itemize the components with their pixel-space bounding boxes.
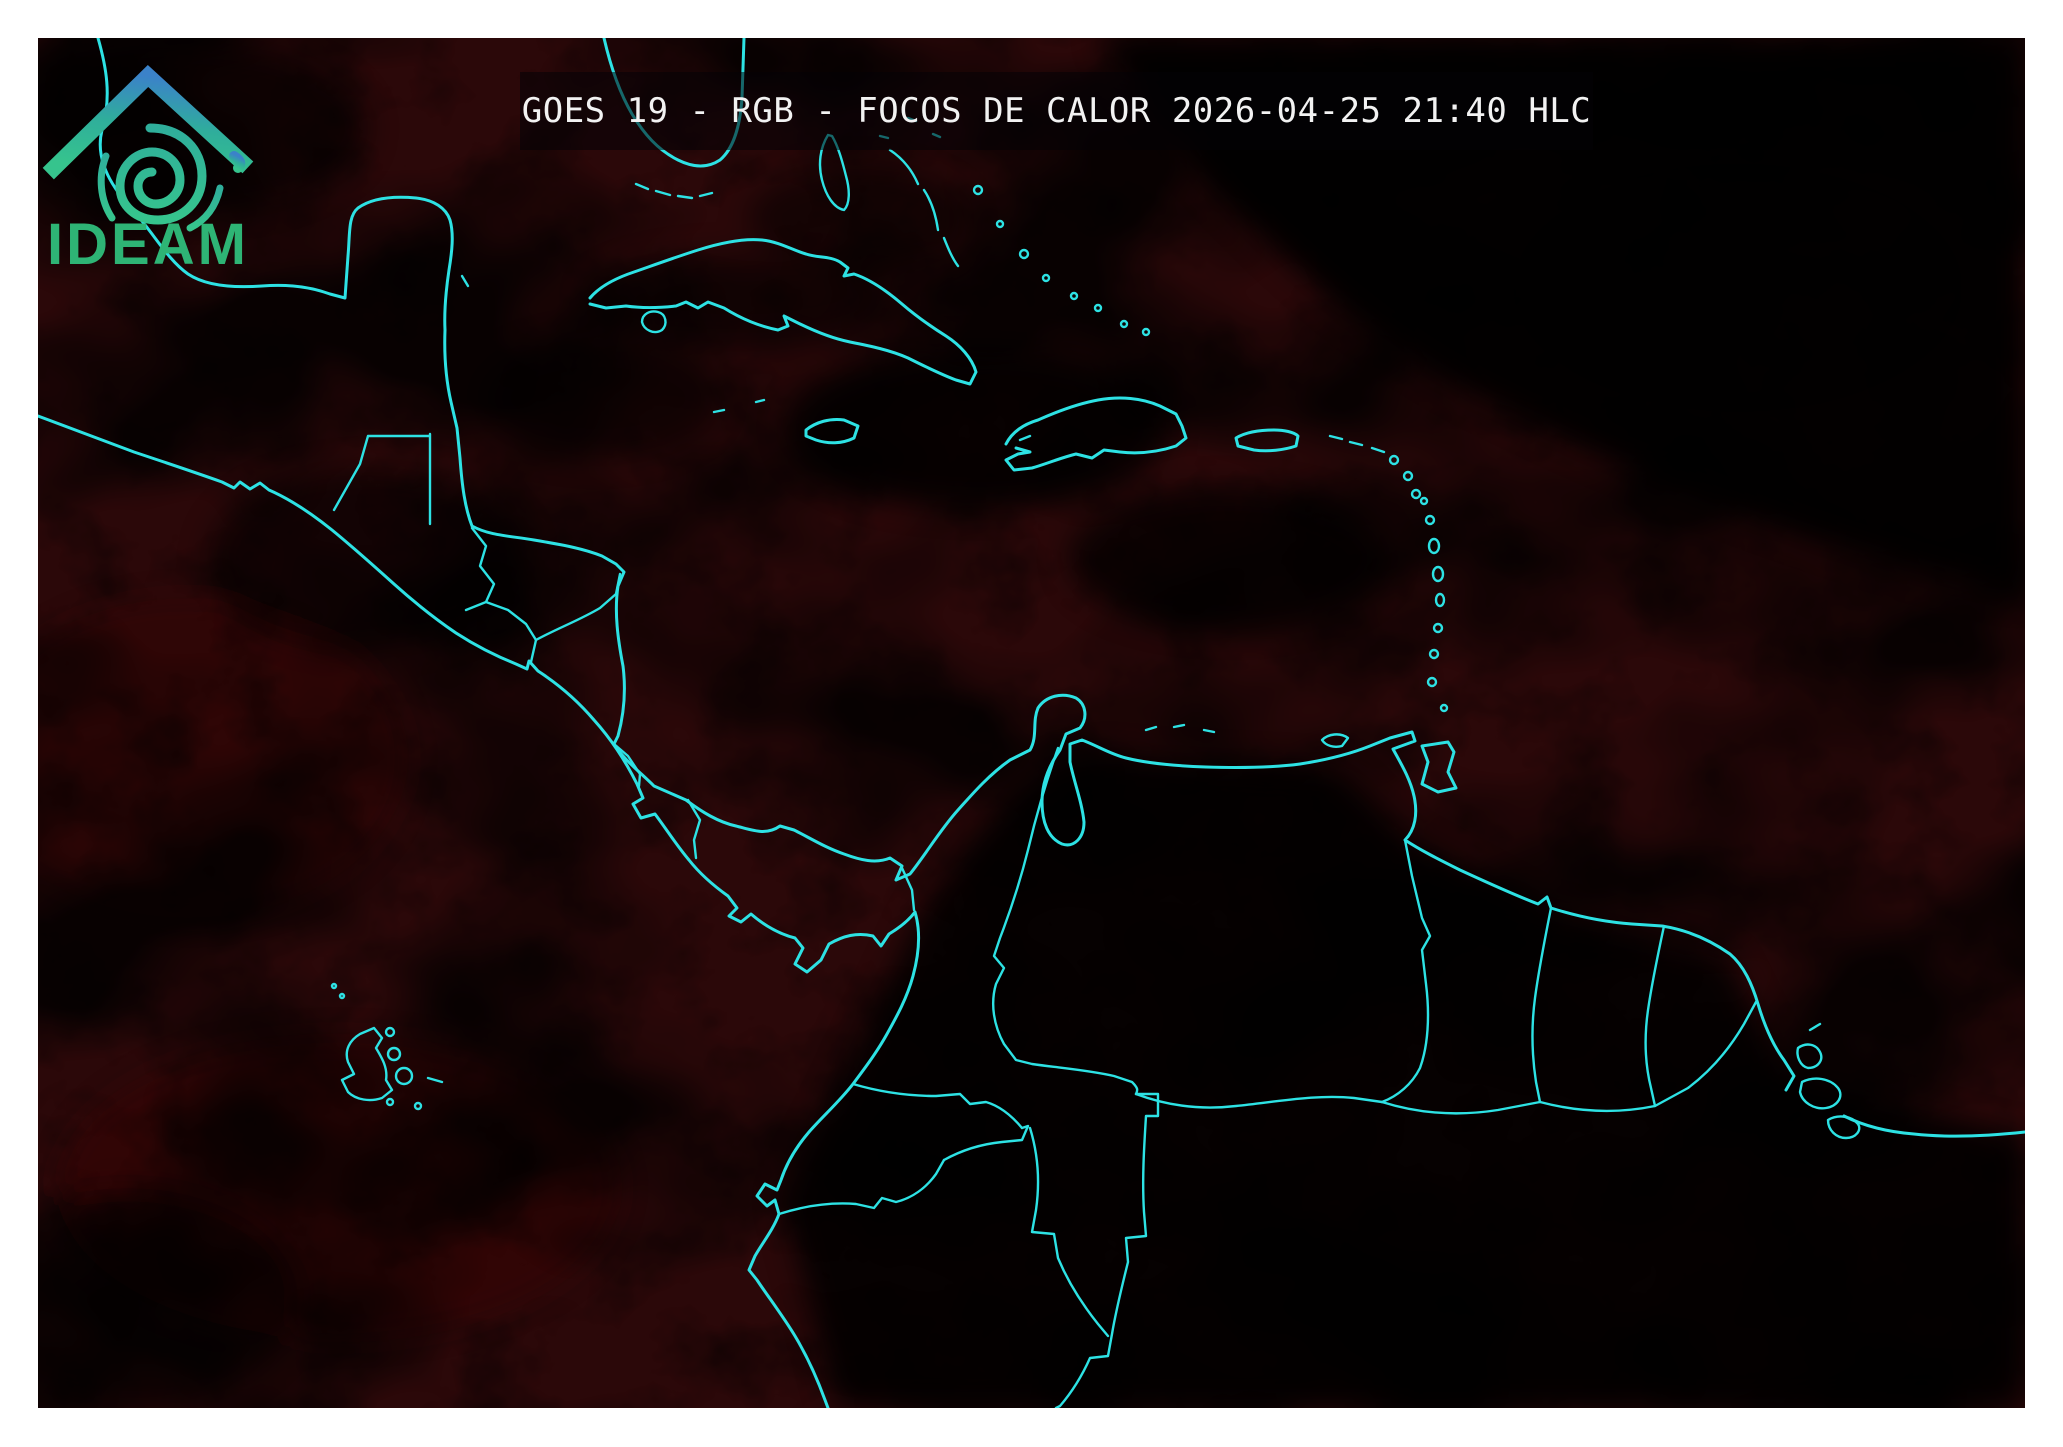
island-cozumel <box>460 274 470 288</box>
border-ecuador-peru <box>777 1158 946 1216</box>
islands-abc <box>1144 723 1216 734</box>
title-overlay: GOES 19 - RGB - FOCOS DE CALOR 2026-04-2… <box>520 72 1593 150</box>
border-peru-colombia <box>942 1124 1030 1162</box>
florida-keys <box>634 182 714 200</box>
island-trinidad <box>1420 740 1458 794</box>
cloud-noise-fine <box>38 38 2025 1408</box>
border-venezuela-brazil <box>1134 1092 1384 1109</box>
island-margarita <box>1320 733 1350 748</box>
coastline-pacific <box>38 414 921 1408</box>
coastline-puerto-rico <box>1234 428 1300 453</box>
coastline-jamaica-cayman <box>712 398 860 445</box>
border-peru-brazil <box>1028 1126 1110 1338</box>
border-suriname-guiana <box>1644 924 1666 1108</box>
border-guyana-venezuela <box>1380 838 1432 1104</box>
cloud-texture-layer <box>38 38 2025 1408</box>
ideam-logo: IDEAM <box>42 64 254 268</box>
bahamas-islands <box>818 116 1151 337</box>
border-guyana-suriname <box>1531 906 1553 1104</box>
ideam-roof-icon <box>42 64 254 180</box>
borders-central-america <box>332 432 916 912</box>
border-colombia-brazil <box>1054 1092 1160 1408</box>
ideam-spiral-icon <box>97 123 224 232</box>
border-colombia-ecuador <box>851 1082 1024 1130</box>
coastline-cuba <box>588 238 978 386</box>
island-isla-juventud <box>640 310 667 334</box>
coastline-layer <box>38 38 2025 1408</box>
lesser-antilles-arc <box>1144 434 1458 794</box>
amazon-mouth-islands <box>1796 1022 1861 1140</box>
ideam-logo-text: IDEAM <box>47 212 249 268</box>
galapagos-islands <box>330 982 444 1111</box>
coastline-hispaniola <box>1004 396 1188 472</box>
border-colombia-venezuela <box>992 746 1139 1096</box>
borders-south-america <box>777 746 1758 1408</box>
border-guianas-brazil <box>1380 1000 1758 1115</box>
satellite-map-canvas: GOES 19 - RGB - FOCOS DE CALOR 2026-04-2… <box>38 38 2025 1408</box>
coastline-mexico-gulf-central-america-caribbean <box>96 38 1796 1092</box>
product-title: GOES 19 - RGB - FOCOS DE CALOR 2026-04-2… <box>521 91 1592 131</box>
island-gonave <box>1018 434 1032 442</box>
coastline-brazil-northeast <box>1842 1114 2025 1138</box>
